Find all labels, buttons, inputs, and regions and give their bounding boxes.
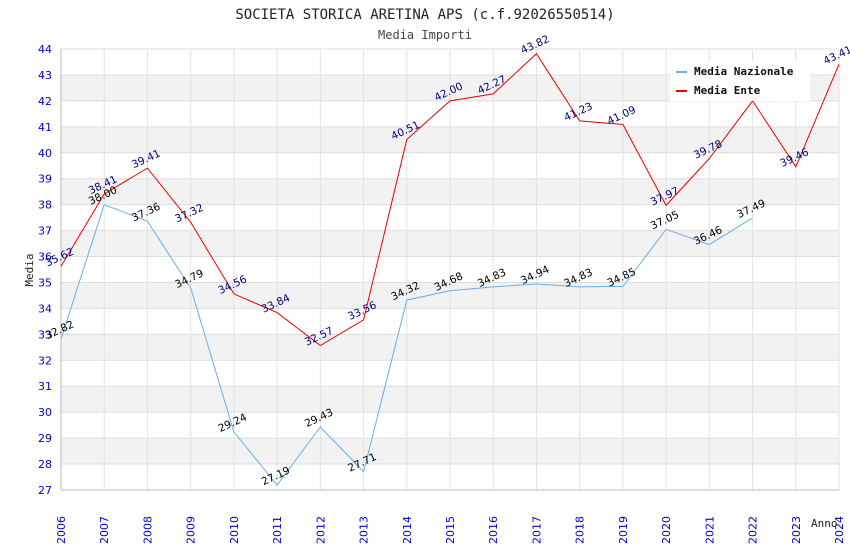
chart-subtitle: Media Importi [378, 28, 472, 42]
y-tick-label: 41 [38, 121, 52, 134]
y-tick-label: 36 [38, 251, 52, 264]
y-tick-label: 34 [38, 302, 52, 315]
y-tick-label: 40 [38, 147, 52, 160]
x-tick-label: 2023 [790, 516, 803, 544]
x-tick-label: 2024 [833, 516, 846, 544]
y-tick-label: 39 [38, 173, 52, 186]
legend-label-media-ente: Media Ente [694, 84, 761, 97]
data-label: 27.19 [260, 465, 292, 489]
x-tick-label: 2008 [141, 516, 154, 544]
data-label: 35.62 [44, 246, 76, 270]
x-tick-label: 2006 [55, 516, 68, 544]
series-lines [60, 52, 840, 486]
x-tick-label: 2018 [574, 516, 587, 544]
grid-lines [60, 48, 840, 491]
series-line-media-ente [60, 52, 840, 347]
x-axis-ticks: 2006 2007 2008 2009 2010 2011 2012 2013 2014 2015… [55, 516, 846, 544]
x-tick-label: 2012 [314, 516, 327, 544]
x-tick-label: 2014 [401, 516, 414, 544]
data-label: 29.24 [216, 411, 249, 435]
data-label: 41.23 [562, 100, 594, 124]
x-tick-label: 2007 [98, 516, 111, 544]
x-axis-label: Anno [811, 517, 838, 530]
data-label: 43.82 [519, 33, 551, 57]
legend-label-media-nazionale: Media Nazionale [694, 65, 794, 78]
data-labels: 32.8238.0037.3634.7929.2427.1929.4327.71… [44, 33, 850, 488]
data-label: 37.05 [649, 209, 681, 233]
y-tick-label: 30 [38, 406, 52, 419]
x-tick-label: 2017 [530, 516, 543, 544]
x-tick-label: 2021 [703, 516, 716, 544]
series-line-media-nazionale [60, 203, 753, 486]
legend: Media Nazionale Media Ente [670, 61, 810, 101]
x-tick-label: 2019 [617, 516, 630, 544]
y-tick-label: 42 [38, 95, 52, 108]
x-tick-label: 2016 [487, 516, 500, 544]
data-label: 37.32 [173, 202, 205, 226]
chart-title: SOCIETA STORICA ARETINA APS (c.f.9202655… [235, 7, 614, 23]
y-tick-label: 44 [38, 43, 52, 56]
y-tick-label: 29 [38, 432, 52, 445]
x-tick-label: 2010 [228, 516, 241, 544]
x-tick-label: 2022 [747, 516, 760, 544]
y-tick-label: 31 [38, 380, 52, 393]
x-tick-label: 2009 [185, 516, 198, 544]
y-tick-label: 35 [38, 276, 52, 289]
y-tick-label: 38 [38, 199, 52, 212]
y-tick-label: 28 [38, 458, 52, 471]
y-axis-ticks: 27 28 29 30 31 32 33 34 35 36 37 38 39 40 41 42 43 44 [38, 43, 52, 497]
y-tick-label: 37 [38, 225, 52, 238]
legend-box [670, 61, 810, 101]
y-axis-label: Media [23, 253, 36, 286]
y-tick-label: 33 [38, 328, 52, 341]
y-tick-label: 27 [38, 484, 52, 497]
y-tick-label: 32 [38, 354, 52, 367]
axes [60, 49, 839, 491]
y-tick-label: 43 [38, 69, 52, 82]
data-label: 43.41 [822, 44, 850, 68]
x-tick-label: 2015 [444, 516, 457, 544]
x-tick-label: 2020 [660, 516, 673, 544]
x-tick-label: 2013 [358, 516, 371, 544]
x-tick-label: 2011 [271, 516, 284, 544]
